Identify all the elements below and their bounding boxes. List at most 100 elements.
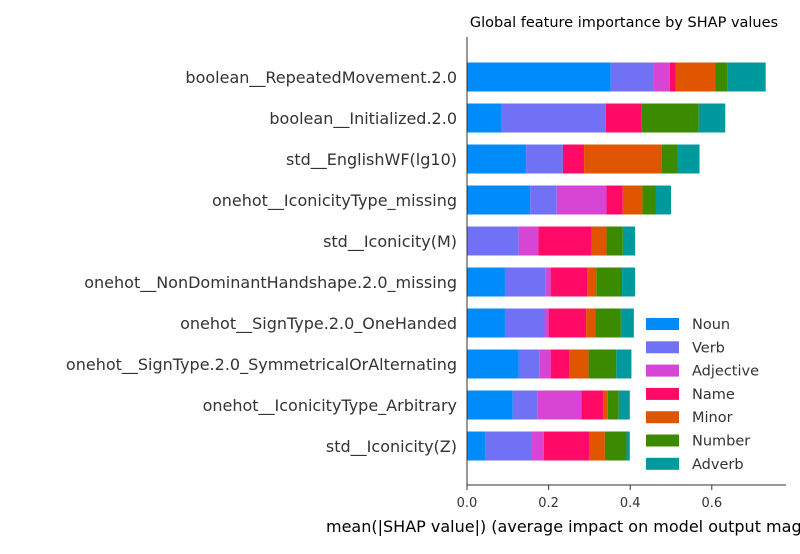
bar-verb-3 bbox=[530, 185, 557, 215]
bar-noun-0 bbox=[467, 62, 611, 92]
legend-swatch-verb bbox=[646, 341, 679, 354]
bar-number-8 bbox=[607, 390, 619, 420]
bar-noun-6 bbox=[467, 308, 505, 338]
bar-adjective-7 bbox=[539, 349, 551, 379]
bar-number-0 bbox=[715, 62, 728, 92]
bar-verb-9 bbox=[485, 431, 532, 461]
x-axis-label: mean(|SHAP value|) (average impact on mo… bbox=[326, 517, 800, 536]
bar-number-9 bbox=[604, 431, 627, 461]
bar-name-4 bbox=[538, 226, 592, 256]
y-tick-label: onehot__NonDominantHandshape.2.0_missing bbox=[84, 273, 457, 293]
legend-swatch-noun bbox=[646, 318, 679, 330]
bar-verb-8 bbox=[512, 390, 538, 420]
bar-verb-1 bbox=[501, 103, 606, 133]
bar-name-2 bbox=[562, 144, 585, 174]
bar-adjective-4 bbox=[518, 226, 539, 256]
bar-number-3 bbox=[642, 185, 656, 215]
bar-verb-0 bbox=[610, 62, 654, 92]
x-tick-label: 0.0 bbox=[457, 496, 478, 511]
bar-minor-4 bbox=[591, 226, 607, 256]
y-axis: boolean__RepeatedMovement.2.0 boolean__In… bbox=[66, 37, 468, 485]
bar-name-6 bbox=[548, 308, 587, 338]
y-tick-label: onehot__IconicityType_Arbitrary bbox=[203, 396, 457, 416]
bar-adverb-4 bbox=[622, 226, 636, 256]
legend-label-noun: Noun bbox=[692, 317, 730, 333]
bar-adjective-0 bbox=[653, 62, 670, 92]
legend-swatch-adverb bbox=[646, 457, 679, 470]
bar-adverb-9 bbox=[626, 431, 630, 461]
legend-swatch-name bbox=[646, 387, 679, 400]
y-tick-label: boolean__Initialized.2.0 bbox=[269, 109, 457, 129]
bar-adverb-1 bbox=[698, 103, 726, 133]
bar-minor-7 bbox=[569, 349, 589, 379]
legend-swatch-number bbox=[646, 434, 679, 447]
bar-verb-5 bbox=[504, 267, 546, 297]
x-tick-label: 0.2 bbox=[538, 496, 559, 511]
legend-label-adjective: Adjective bbox=[692, 364, 759, 380]
y-tick-label: onehot__SignType.2.0_SymmetricalOrAltern… bbox=[66, 355, 457, 375]
bar-minor-8 bbox=[603, 390, 608, 420]
bar-noun-8 bbox=[467, 390, 513, 420]
bar-number-2 bbox=[661, 144, 678, 174]
legend-label-adverb: Adverb bbox=[692, 457, 744, 473]
x-axis: 0.0 0.2 0.4 0.6 bbox=[457, 484, 786, 511]
bar-name-5 bbox=[550, 267, 588, 297]
bar-adverb-2 bbox=[677, 144, 700, 174]
legend-label-verb: Verb bbox=[692, 340, 725, 356]
bar-name-7 bbox=[550, 349, 570, 379]
y-tick-label: std__Iconicity(Z) bbox=[326, 437, 457, 457]
bar-number-5 bbox=[596, 267, 623, 297]
bar-adjective-5 bbox=[545, 267, 551, 297]
bar-adverb-3 bbox=[655, 185, 671, 215]
bar-adverb-0 bbox=[727, 62, 766, 92]
bar-minor-2 bbox=[584, 144, 662, 174]
legend: Noun Verb Adjective Name Minor Number Adverb bbox=[646, 317, 759, 473]
x-tick-label: 0.4 bbox=[620, 496, 641, 511]
bar-noun-7 bbox=[467, 349, 519, 379]
bar-verb-7 bbox=[518, 349, 540, 379]
bar-minor-9 bbox=[589, 431, 605, 461]
y-tick-label: std__Iconicity(M) bbox=[323, 232, 457, 252]
bar-minor-3 bbox=[622, 185, 643, 215]
legend-swatch-adjective bbox=[646, 364, 679, 377]
bar-name-9 bbox=[543, 431, 590, 461]
bar-adjective-8 bbox=[537, 390, 582, 420]
bar-name-1 bbox=[605, 103, 642, 133]
legend-label-number: Number bbox=[692, 434, 750, 450]
bar-noun-1 bbox=[467, 103, 502, 133]
bar-noun-2 bbox=[467, 144, 527, 174]
bar-noun-3 bbox=[467, 185, 531, 215]
y-tick-label: onehot__SignType.2.0_OneHanded bbox=[180, 314, 457, 334]
legend-swatch-minor bbox=[646, 411, 679, 424]
bar-verb-4 bbox=[467, 226, 519, 256]
bar-number-1 bbox=[641, 103, 699, 133]
bar-minor-6 bbox=[586, 308, 596, 338]
plot-area bbox=[467, 62, 766, 461]
bar-minor-0 bbox=[675, 62, 716, 92]
bar-name-3 bbox=[606, 185, 623, 215]
bar-verb-6 bbox=[504, 308, 545, 338]
chart-title: Global feature importance by SHAP values bbox=[470, 15, 778, 31]
y-tick-label: onehot__IconicityType_missing bbox=[212, 191, 457, 211]
bar-name-8 bbox=[581, 390, 604, 420]
bar-number-6 bbox=[595, 308, 621, 338]
bar-adjective-6 bbox=[544, 308, 549, 338]
bar-verb-2 bbox=[526, 144, 563, 174]
bar-name-0 bbox=[669, 62, 676, 92]
bar-noun-9 bbox=[467, 431, 486, 461]
bar-number-4 bbox=[606, 226, 623, 256]
bar-adjective-3 bbox=[556, 185, 607, 215]
bar-adjective-9 bbox=[531, 431, 544, 461]
bar-adverb-7 bbox=[616, 349, 632, 379]
legend-label-minor: Minor bbox=[692, 410, 733, 426]
x-tick-label: 0.6 bbox=[701, 496, 722, 511]
bar-number-7 bbox=[588, 349, 617, 379]
bar-adverb-5 bbox=[622, 267, 636, 297]
bar-adverb-8 bbox=[618, 390, 630, 420]
bar-adverb-6 bbox=[620, 308, 634, 338]
y-tick-label: boolean__RepeatedMovement.2.0 bbox=[185, 68, 457, 88]
bar-noun-5 bbox=[467, 267, 505, 297]
bar-minor-5 bbox=[587, 267, 597, 297]
legend-label-name: Name bbox=[692, 387, 735, 403]
